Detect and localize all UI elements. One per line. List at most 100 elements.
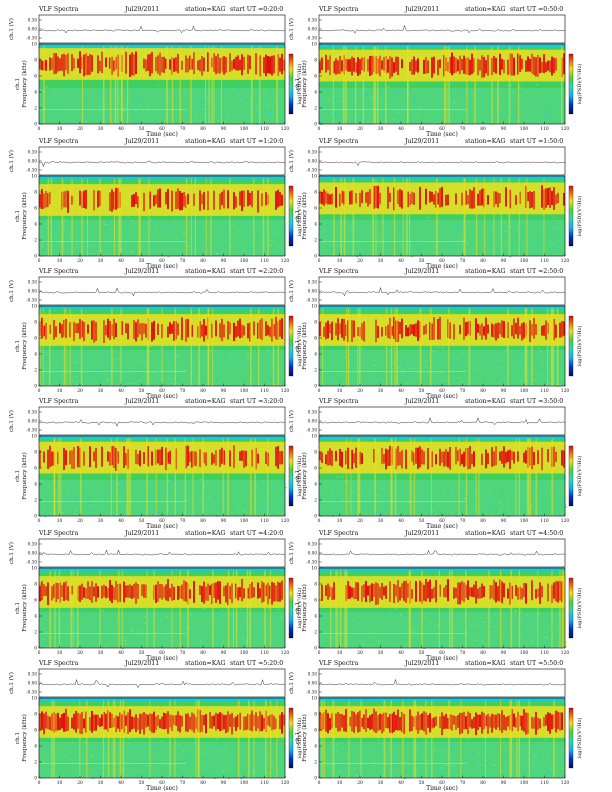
noise-speckle bbox=[534, 618, 537, 620]
trace-tick-label: 0.30 bbox=[28, 150, 38, 155]
x-tick-label: 70 bbox=[180, 259, 186, 264]
emission-band-cell bbox=[481, 188, 483, 206]
noise-speckle bbox=[164, 759, 167, 762]
noise-speckle bbox=[247, 352, 250, 354]
spheric-streak bbox=[166, 438, 168, 516]
noise-speckle bbox=[166, 353, 169, 355]
noise-speckle bbox=[151, 613, 154, 615]
emission-band-cell bbox=[83, 718, 85, 729]
panel-row1-right: VLF Spectra Jul29/2011 station=KAG start UT… bbox=[288, 6, 583, 138]
noise-speckle bbox=[500, 350, 503, 352]
emission-band-cell bbox=[51, 451, 53, 466]
spheric-streak bbox=[110, 438, 112, 516]
trace-frame bbox=[318, 668, 566, 698]
x-tick-label: 20 bbox=[77, 127, 83, 132]
noise-speckle bbox=[99, 508, 102, 510]
noise-speckle bbox=[59, 379, 62, 381]
emission-band-cell bbox=[327, 59, 329, 71]
noise-speckle bbox=[563, 476, 566, 479]
emission-band-cell bbox=[495, 191, 497, 205]
noise-speckle bbox=[341, 498, 344, 500]
emission-band-cell bbox=[109, 452, 111, 466]
noise-speckle bbox=[474, 216, 477, 218]
emission-band-cell bbox=[473, 58, 475, 73]
noise-speckle bbox=[118, 486, 121, 488]
emission-band-cell bbox=[119, 583, 121, 602]
emission-band-cell bbox=[341, 60, 343, 72]
noise-speckle bbox=[282, 480, 285, 482]
colorbar bbox=[568, 185, 574, 247]
noise-speckle bbox=[163, 620, 166, 623]
noise-speckle bbox=[336, 221, 339, 223]
emission-band-cell bbox=[279, 714, 281, 730]
noise-speckle bbox=[80, 221, 83, 223]
spectrogram bbox=[39, 568, 286, 649]
trace-ylabel: ch.1 (V) bbox=[288, 410, 295, 432]
noise-speckle bbox=[71, 511, 74, 513]
noise-speckle bbox=[104, 113, 107, 115]
spheric-streak bbox=[491, 46, 493, 124]
emission-band-cell bbox=[361, 323, 363, 340]
emission-band-cell bbox=[323, 189, 325, 206]
noise-speckle bbox=[450, 745, 453, 747]
noise-speckle bbox=[389, 627, 392, 629]
emission-band-cell bbox=[279, 192, 281, 206]
spheric-streak bbox=[415, 700, 417, 778]
emission-band-cell bbox=[159, 188, 161, 208]
x-tick-label: 10 bbox=[57, 651, 63, 656]
noise-speckle bbox=[405, 739, 408, 741]
noise-speckle bbox=[209, 623, 212, 625]
noise-speckle bbox=[280, 617, 283, 619]
x-tick-label: 80 bbox=[480, 259, 486, 264]
noise-speckle bbox=[269, 240, 272, 242]
noise-speckle bbox=[494, 352, 497, 354]
emission-band-cell bbox=[263, 582, 265, 602]
emission-band-cell bbox=[137, 584, 139, 599]
emission-band-cell bbox=[535, 57, 537, 77]
spheric-streak bbox=[358, 438, 361, 516]
noise-speckle bbox=[98, 777, 101, 779]
spheric-streak bbox=[509, 700, 511, 778]
emission-band-cell bbox=[423, 711, 425, 732]
noise-speckle bbox=[85, 481, 88, 483]
noise-speckle bbox=[181, 636, 184, 638]
x-tick-label: 0 bbox=[38, 127, 41, 132]
emission-band-cell bbox=[497, 322, 499, 339]
noise-speckle bbox=[143, 351, 146, 353]
emission-band-cell bbox=[345, 709, 347, 732]
emission-band-cell bbox=[489, 716, 491, 728]
noise-speckle bbox=[440, 117, 443, 119]
noise-speckle bbox=[237, 96, 240, 99]
emission-band-cell bbox=[555, 58, 557, 71]
noise-speckle bbox=[408, 501, 411, 504]
spheric-streak bbox=[448, 700, 450, 778]
noise-speckle bbox=[323, 615, 326, 617]
x-tick-label: 90 bbox=[221, 127, 227, 132]
emission-band-cell bbox=[541, 325, 543, 336]
spheric-streak bbox=[116, 438, 118, 516]
noise-speckle bbox=[424, 113, 427, 115]
emission-band-cell bbox=[251, 582, 253, 598]
spheric-streak bbox=[346, 308, 348, 386]
noise-speckle bbox=[482, 621, 485, 623]
emission-band-cell bbox=[437, 319, 439, 340]
emission-band-cell bbox=[485, 60, 487, 74]
emission-band-cell bbox=[381, 714, 383, 734]
x-tick-label: 70 bbox=[460, 519, 466, 524]
noise-speckle bbox=[141, 98, 144, 100]
emission-band-cell bbox=[523, 452, 525, 463]
noise-speckle bbox=[218, 251, 221, 253]
noise-speckle bbox=[257, 236, 260, 238]
x-tick-label: 100 bbox=[520, 127, 529, 132]
noise-speckle bbox=[89, 620, 92, 622]
noise-speckle bbox=[416, 761, 419, 763]
noise-speckle bbox=[217, 120, 220, 122]
emission-band-cell bbox=[201, 585, 203, 602]
noise-speckle bbox=[377, 89, 380, 91]
spheric-streak bbox=[113, 178, 116, 256]
spheric-streak bbox=[107, 700, 110, 778]
emission-band-cell bbox=[49, 57, 51, 71]
trace-ylabel: ch.1 (V) bbox=[8, 672, 15, 694]
noise-speckle bbox=[131, 382, 134, 385]
emission-band-cell bbox=[441, 712, 443, 736]
